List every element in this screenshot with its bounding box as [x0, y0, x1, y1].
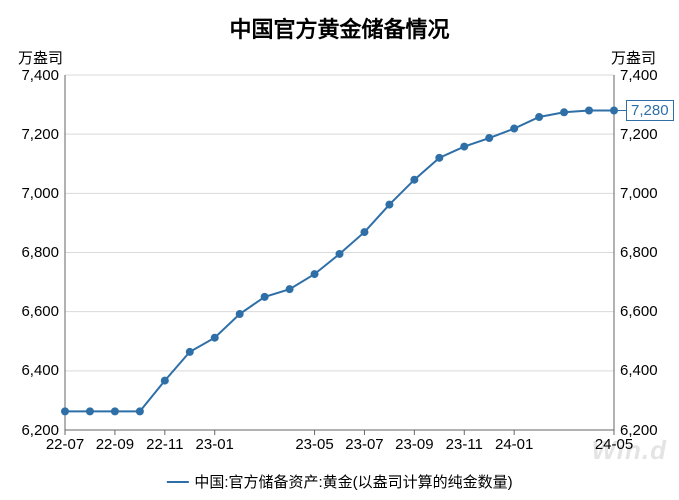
tick-label: 23-01: [196, 436, 234, 453]
tick-label: 6,600: [620, 303, 658, 320]
tick-label: 23-11: [446, 436, 483, 453]
tick-label: 6,600: [21, 303, 59, 320]
legend: 中国:官方储备资产:黄金(以盎司计算的纯金数量): [166, 471, 512, 492]
legend-label: 中国:官方储备资产:黄金(以盎司计算的纯金数量): [194, 471, 512, 492]
tick-label: 7,000: [21, 185, 59, 202]
tick-label: 6,800: [620, 244, 658, 261]
tick-label: 23-05: [295, 436, 333, 453]
tick-label: 7,200: [620, 126, 658, 143]
tick-label: 7,400: [620, 67, 658, 84]
tick-label: 22-09: [96, 436, 134, 453]
tick-label: 7,200: [21, 126, 59, 143]
tick-label: 22-11: [146, 436, 183, 453]
tick-label: 7,400: [21, 67, 59, 84]
tick-label: 6,800: [21, 244, 59, 261]
tick-label: 24-01: [495, 436, 533, 453]
chart-plot: [0, 0, 679, 500]
tick-label: 23-07: [345, 436, 383, 453]
tick-label: 7,000: [620, 185, 658, 202]
tick-label: 23-09: [395, 436, 433, 453]
tick-label: 6,400: [21, 362, 59, 379]
tick-label: 22-07: [46, 436, 84, 453]
tick-label: 6,400: [620, 362, 658, 379]
last-value-callout: 7,280: [626, 100, 674, 121]
legend-line-icon: [166, 481, 188, 483]
tick-label: 24-05: [595, 436, 633, 453]
